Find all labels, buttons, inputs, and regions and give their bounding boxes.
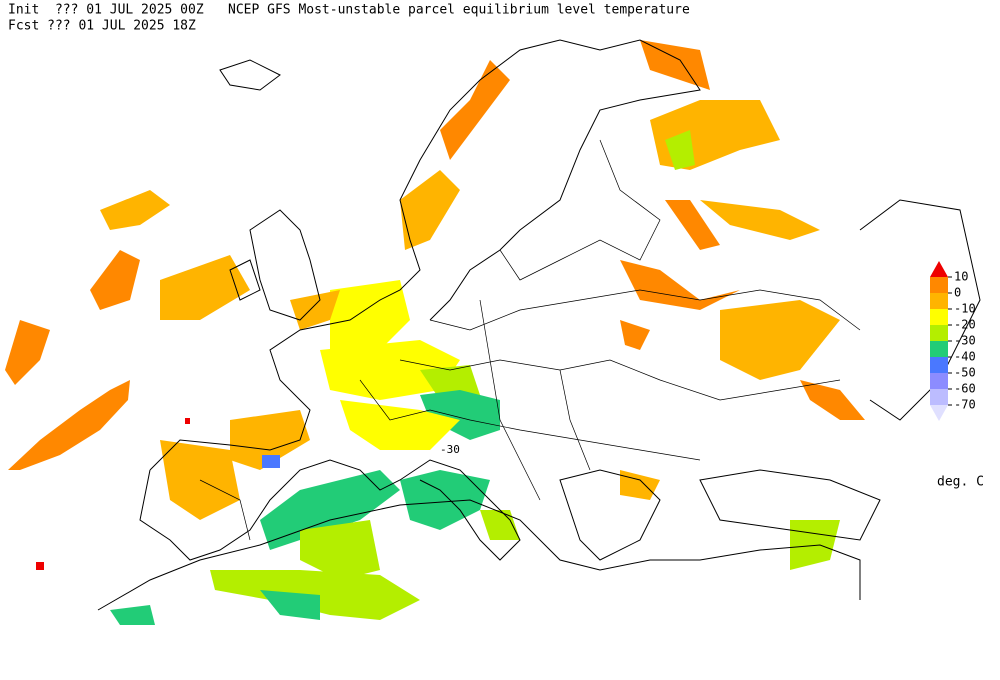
legend-label: -20	[954, 318, 976, 332]
field-patch	[320, 340, 460, 400]
legend-label: -10	[954, 302, 976, 316]
legend-swatch	[930, 293, 948, 309]
field-layer	[5, 40, 865, 625]
title: NCEP GFS Most-unstable parcel equilibriu…	[228, 3, 690, 18]
field-patch	[230, 410, 310, 470]
fcst-line: Fcst ??? 01 JUL 2025 18Z	[8, 19, 196, 34]
legend-unit: deg. C	[937, 475, 984, 490]
field-patch	[90, 250, 140, 310]
border	[479, 299, 541, 501]
coastline	[559, 469, 661, 561]
coastline	[699, 469, 881, 541]
coastlines	[97, 39, 981, 611]
field-patch	[100, 190, 170, 230]
legend-swatch	[930, 389, 948, 405]
field-patch	[620, 320, 650, 350]
field-patch	[700, 200, 820, 240]
field-patch	[800, 380, 865, 420]
field-patch	[620, 260, 740, 310]
field-patch	[110, 605, 155, 625]
field-patch	[330, 280, 410, 350]
field-patch	[160, 255, 250, 320]
border	[399, 359, 841, 401]
field-patch	[290, 290, 340, 330]
legend-label: 10	[954, 270, 968, 284]
borders	[199, 139, 861, 541]
field-patch	[665, 130, 695, 170]
field-patch	[420, 390, 500, 440]
coastline	[249, 209, 321, 321]
legend-swatch	[930, 325, 948, 341]
legend-label: -70	[954, 398, 976, 412]
coastline	[219, 59, 281, 91]
field-patch	[620, 470, 660, 500]
field-patch	[480, 510, 520, 540]
legend-swatch	[930, 373, 948, 389]
field-patch	[300, 520, 380, 580]
border	[499, 139, 661, 281]
coastline	[97, 499, 861, 611]
field-patch	[262, 455, 280, 468]
field-patch	[400, 170, 460, 250]
border	[559, 369, 591, 471]
border	[199, 479, 251, 541]
legend-label: -30	[954, 334, 976, 348]
coastline	[859, 199, 981, 421]
legend-label: 0	[954, 286, 961, 300]
contour-label: -30	[440, 443, 460, 456]
legend-arrow-top	[930, 261, 948, 277]
legend-label: -60	[954, 382, 976, 396]
field-patch	[720, 300, 840, 380]
field-patch	[400, 470, 490, 530]
field-patch	[36, 562, 44, 570]
border	[429, 289, 861, 331]
field-patch	[260, 470, 400, 550]
coastline	[139, 459, 521, 561]
coastline	[149, 39, 701, 471]
field-patch	[440, 60, 510, 160]
legend-swatch	[930, 277, 948, 293]
init-line: Init ??? 01 JUL 2025 00Z	[8, 3, 204, 18]
legend-arrow-bottom	[930, 405, 948, 421]
field-patch	[185, 418, 190, 424]
field-patch	[5, 320, 50, 385]
legend-swatch	[930, 341, 948, 357]
legend-label: -40	[954, 350, 976, 364]
field-patch	[640, 40, 710, 90]
field-patch	[8, 380, 130, 470]
legend-swatch	[930, 309, 948, 325]
field-patch	[340, 400, 460, 450]
legend: 10 0 -10 -20 -30 -40 -50 -60 -70	[930, 261, 976, 421]
field-patch	[650, 100, 780, 170]
legend-label: -50	[954, 366, 976, 380]
legend-swatch	[930, 357, 948, 373]
field-patch	[260, 590, 320, 620]
coastline	[229, 259, 261, 301]
field-patch	[665, 200, 720, 250]
border	[359, 379, 701, 461]
